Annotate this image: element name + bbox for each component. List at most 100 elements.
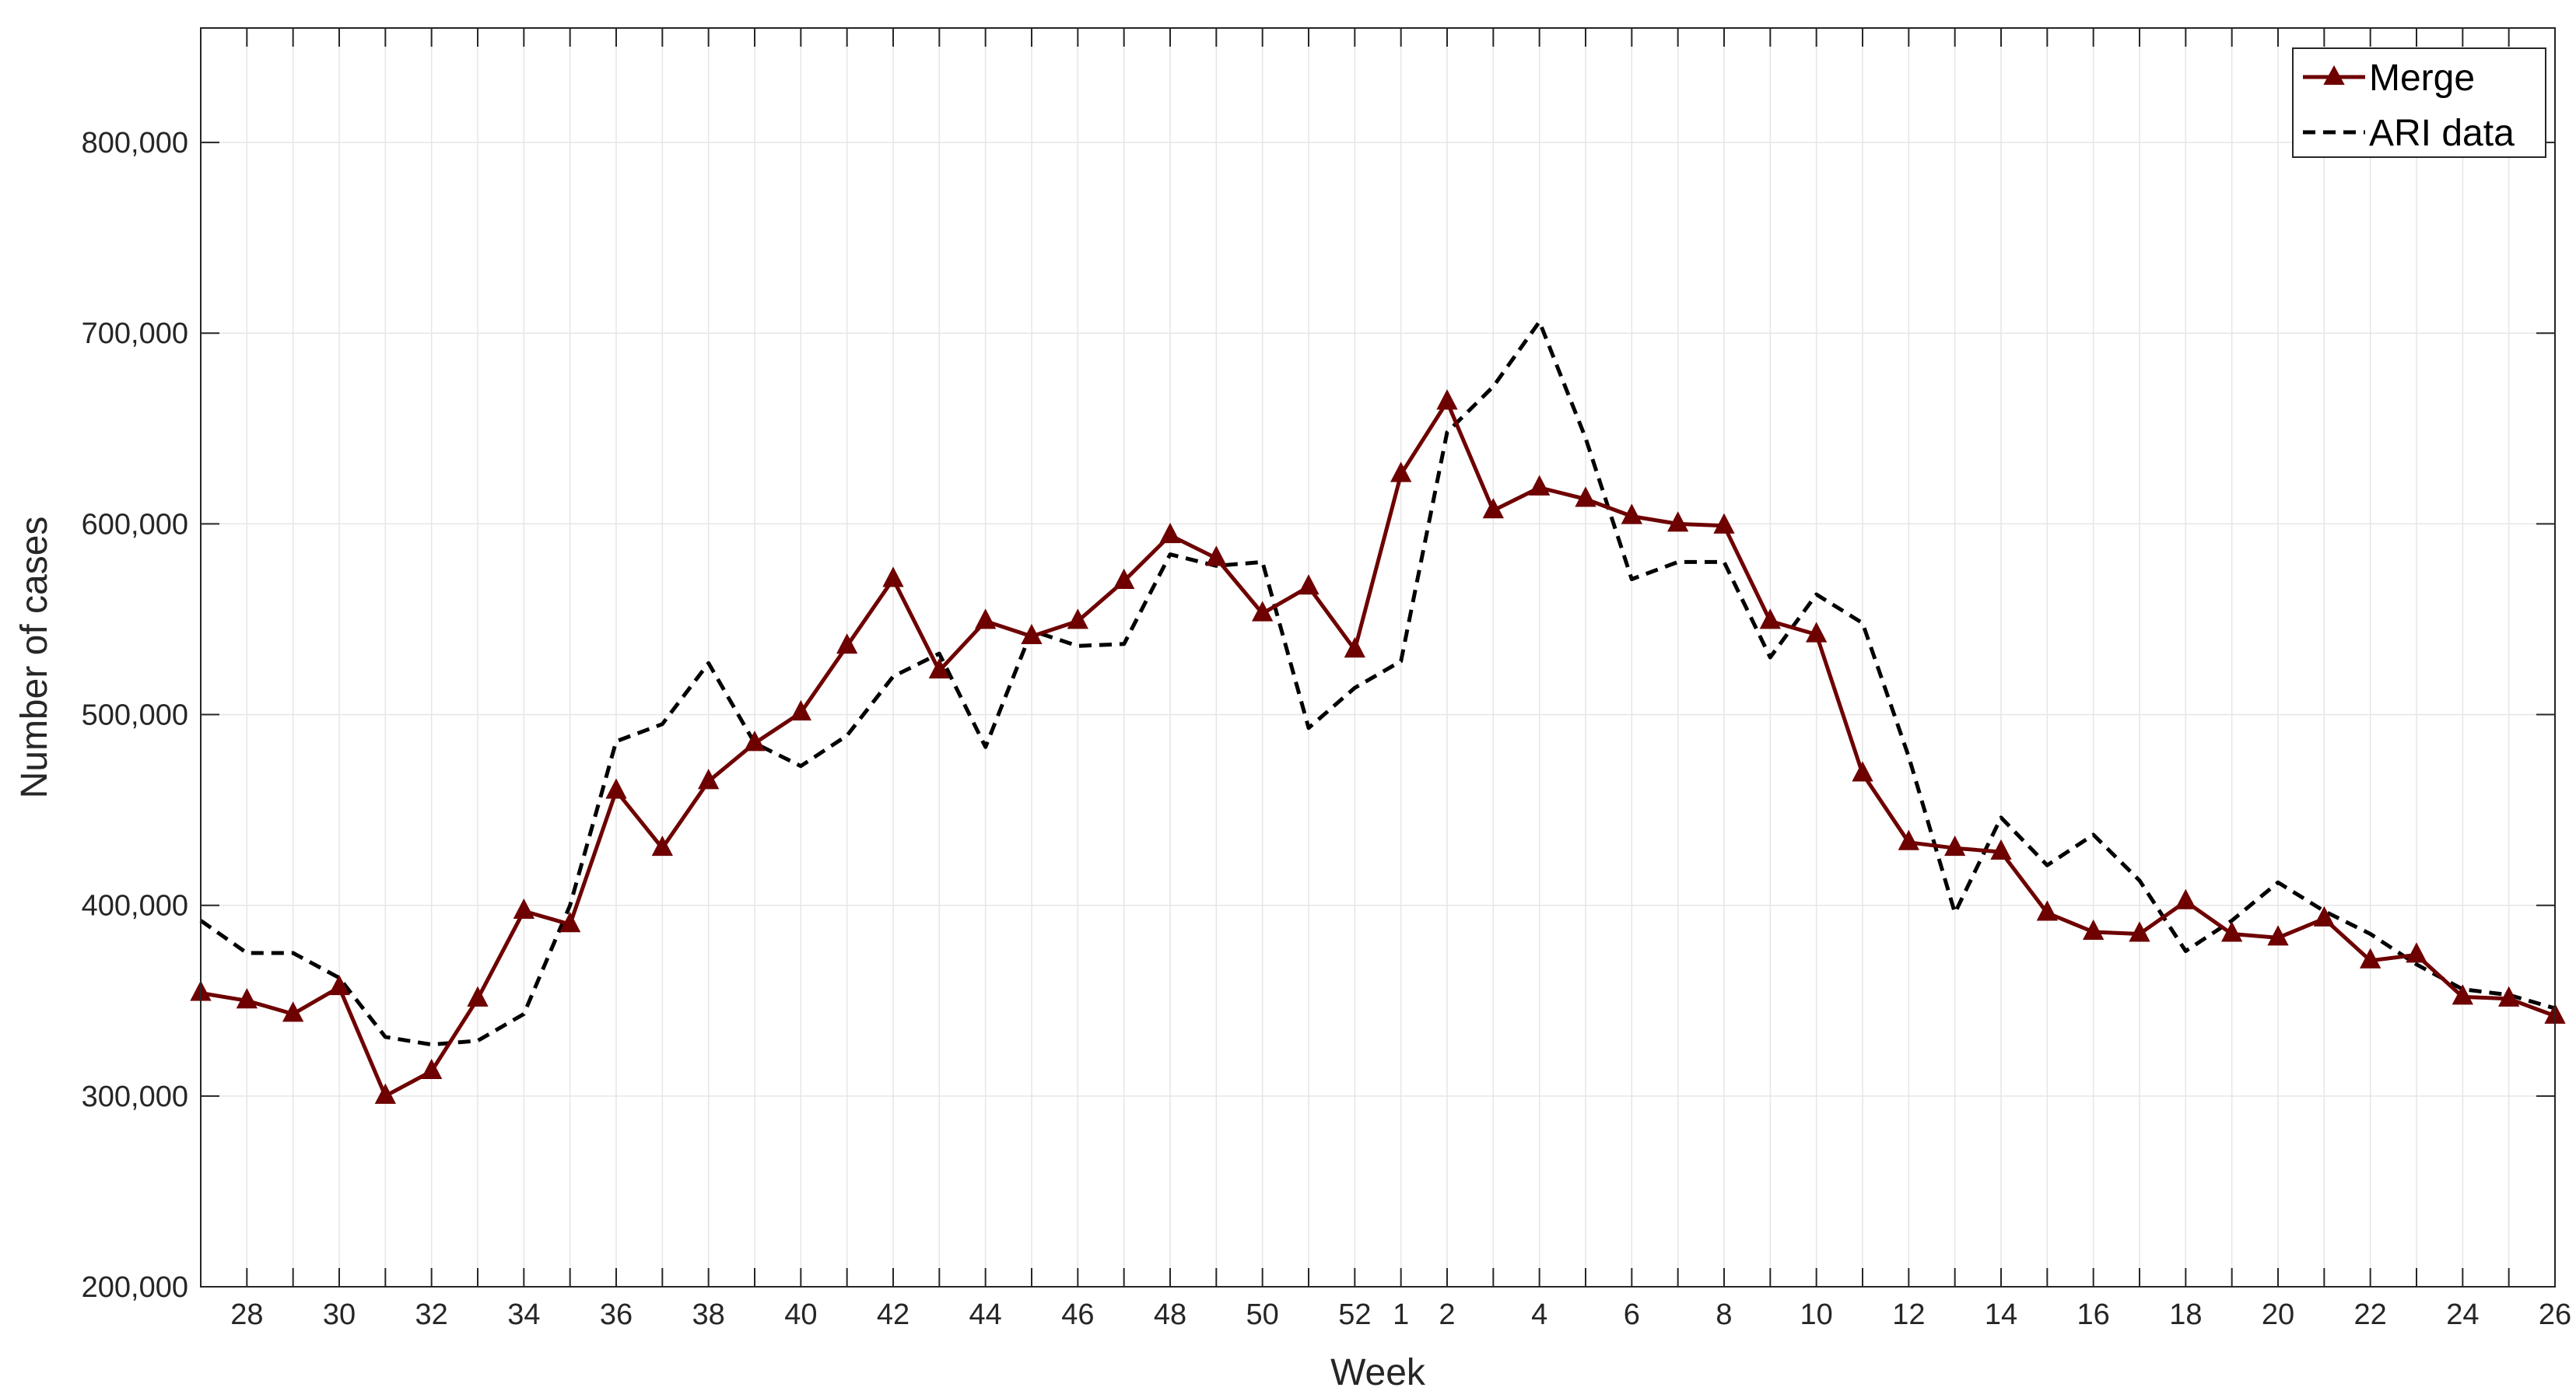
data-point-merge — [1482, 498, 1504, 519]
data-point-merge — [236, 988, 258, 1009]
data-point-merge — [1621, 503, 1642, 524]
data-point-merge — [1390, 461, 1412, 482]
y-axis-label: Number of cases — [14, 517, 55, 799]
x-tick-label: 50 — [1246, 1298, 1279, 1331]
data-point-merge — [1252, 601, 1274, 622]
data-point-merge — [2129, 921, 2150, 942]
data-point-merge — [1852, 761, 1873, 782]
x-tick-label: 8 — [1716, 1298, 1732, 1331]
data-point-merge — [328, 974, 350, 996]
x-tick-label: 36 — [600, 1298, 633, 1331]
x-tick-label: 12 — [1892, 1298, 1925, 1331]
data-point-merge — [1529, 475, 1551, 496]
x-tick-label: 14 — [1985, 1298, 2017, 1331]
x-tick-label: 44 — [969, 1298, 1002, 1331]
data-point-merge — [651, 835, 673, 857]
x-tick-label: 38 — [692, 1298, 725, 1331]
x-tick-label: 26 — [2539, 1298, 2571, 1331]
axis-ticks — [200, 28, 2556, 1288]
data-point-merge — [421, 1058, 443, 1079]
plot-frame — [200, 27, 2556, 1288]
y-tick-label: 200,000 — [82, 1271, 188, 1304]
x-tick-label: 24 — [2446, 1298, 2479, 1331]
data-point-merge — [1713, 513, 1735, 534]
data-point-merge — [2267, 925, 2289, 946]
y-tick-label: 400,000 — [82, 890, 188, 923]
data-point-merge — [2175, 888, 2196, 909]
data-point-merge — [1436, 389, 1458, 410]
data-point-merge — [744, 731, 766, 752]
data-point-merge — [882, 566, 904, 587]
legend: Merge ARI data — [2292, 47, 2546, 158]
data-point-merge — [836, 633, 858, 654]
data-point-merge — [1344, 637, 1365, 658]
data-point-merge — [513, 898, 534, 920]
x-tick-label: 20 — [2262, 1298, 2294, 1331]
x-tick-label: 48 — [1154, 1298, 1186, 1331]
y-tick-label: 500,000 — [82, 699, 188, 732]
data-point-merge — [1067, 608, 1088, 629]
data-point-merge — [2083, 919, 2105, 941]
x-tick-label: 32 — [415, 1298, 448, 1331]
data-point-merge — [467, 986, 489, 1007]
data-point-merge — [1575, 486, 1596, 507]
x-tick-label: 4 — [1531, 1298, 1547, 1331]
data-point-merge — [1667, 511, 1689, 532]
data-point-merge — [2313, 906, 2335, 927]
data-point-merge — [1898, 829, 1919, 850]
y-tick-label: 300,000 — [82, 1081, 188, 1113]
x-tick-label: 6 — [1624, 1298, 1640, 1331]
legend-merge-marker — [2323, 65, 2345, 85]
data-point-merge — [2452, 984, 2473, 1005]
x-tick-label: 34 — [507, 1298, 540, 1331]
data-point-merge — [1205, 545, 1227, 566]
grid-lines — [201, 28, 2555, 1287]
data-point-merge — [928, 657, 950, 679]
x-tick-label: 22 — [2354, 1298, 2387, 1331]
data-point-merge — [1806, 622, 1828, 643]
data-point-merge — [1113, 568, 1135, 589]
data-point-merge — [2406, 942, 2427, 963]
y-axis-tick-labels: 200,000 300,000 400,000 500,000 600,000 700,0… — [82, 127, 188, 1304]
data-point-merge — [2360, 948, 2381, 969]
data-point-merge — [559, 912, 581, 933]
x-tick-label: 28 — [230, 1298, 263, 1331]
x-tick-label: 2 — [1439, 1298, 1455, 1331]
data-point-merge — [698, 769, 720, 790]
y-tick-label: 800,000 — [82, 127, 188, 159]
data-point-merge — [1944, 835, 1966, 857]
series-line-merge — [200, 400, 2556, 1098]
x-tick-label: 46 — [1061, 1298, 1094, 1331]
x-tick-label: 52 — [1338, 1298, 1371, 1331]
legend-box — [2292, 47, 2546, 158]
data-point-merge — [790, 699, 811, 721]
data-point-merge — [1159, 522, 1181, 544]
plot-area — [201, 28, 2555, 1287]
legend-label-ari-data: ARI data — [2369, 113, 2515, 154]
data-point-merge — [374, 1083, 396, 1104]
x-tick-label: 16 — [2077, 1298, 2110, 1331]
x-tick-label: 10 — [1800, 1298, 1833, 1331]
x-tick-label: 1 — [1393, 1298, 1409, 1331]
y-tick-label: 600,000 — [82, 508, 188, 541]
data-point-merge — [1021, 623, 1043, 645]
data-point-merge — [1990, 839, 2012, 860]
data-point-merge — [605, 778, 627, 799]
data-point-merge — [2036, 900, 2058, 921]
legend-label-merge: Merge — [2369, 58, 2475, 99]
x-tick-label: 18 — [2169, 1298, 2202, 1331]
x-tick-label: 30 — [323, 1298, 356, 1331]
x-tick-label: 40 — [784, 1298, 817, 1331]
data-point-merge — [2221, 921, 2243, 942]
series-layer — [190, 320, 2566, 1104]
data-point-merge — [1298, 574, 1320, 595]
x-axis-tick-labels: 28 30 32 34 36 38 40 42 44 46 48 50 52 1 2 4 6 8 10 12 14 16 1… — [230, 1298, 2571, 1331]
data-point-merge — [2498, 986, 2520, 1007]
data-point-merge — [1759, 608, 1781, 629]
x-tick-label: 42 — [877, 1298, 909, 1331]
x-axis-label: Week — [1330, 1352, 1426, 1393]
data-point-merge — [282, 1001, 304, 1022]
data-point-merge — [975, 608, 997, 629]
y-tick-label: 700,000 — [82, 317, 188, 350]
